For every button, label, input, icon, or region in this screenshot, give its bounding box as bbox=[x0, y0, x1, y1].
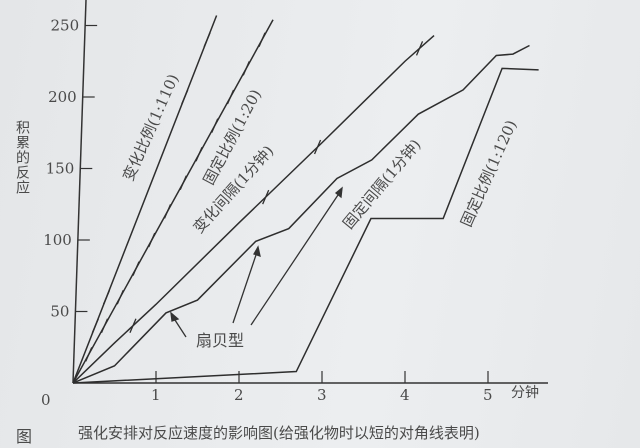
arrow-head bbox=[253, 245, 261, 257]
series-label-fr120: 固定比例(1:120) bbox=[457, 117, 520, 229]
reinforcement-mark bbox=[226, 89, 235, 105]
y-tick-label: 250 bbox=[50, 17, 79, 35]
annotation-scallop: 扇贝型 bbox=[196, 331, 244, 350]
reinforcement-mark bbox=[148, 232, 156, 248]
reinforcement-mark bbox=[163, 204, 172, 219]
x-tick-label: 1 bbox=[151, 386, 161, 404]
reinforcement-mark bbox=[195, 146, 203, 162]
reinforcement-mark bbox=[181, 89, 189, 105]
y-tick-label: 150 bbox=[46, 160, 75, 178]
reinforcement-mark bbox=[91, 318, 99, 334]
y-axis-label: 积累的反应 bbox=[14, 120, 30, 195]
x-tick-label: 5 bbox=[483, 386, 493, 404]
arrow-line bbox=[232, 251, 258, 324]
x-tick-label: 3 bbox=[317, 386, 327, 404]
series-label-vi: 变化间隔(1分钟) bbox=[190, 142, 278, 237]
arrow-line bbox=[250, 191, 341, 326]
series-group bbox=[72, 15, 539, 384]
y-tick-label: 100 bbox=[43, 231, 72, 249]
reinforcement-mark bbox=[129, 318, 137, 334]
reinforcement-mark bbox=[179, 175, 187, 191]
reinforcement-mark bbox=[102, 289, 111, 305]
reinforcement-mark bbox=[100, 318, 109, 334]
arrow-head bbox=[170, 311, 180, 322]
reinforcement-mark bbox=[203, 32, 211, 48]
y-axis bbox=[72, 0, 87, 384]
reinforcement-mark bbox=[313, 139, 322, 155]
reinforcement-mark bbox=[211, 118, 219, 133]
series-line-4 bbox=[72, 67, 539, 384]
y-tick-label: 50 bbox=[50, 303, 69, 321]
reinforcement-mark bbox=[242, 61, 250, 76]
reinforcement-mark bbox=[262, 189, 270, 205]
x-unit-label: 分钟 bbox=[511, 384, 539, 401]
reinforcement-mark bbox=[258, 32, 266, 48]
reinforcement-mark bbox=[415, 41, 424, 56]
scallop-arrows bbox=[170, 186, 343, 338]
x-tick-label: 4 bbox=[400, 386, 410, 404]
series-line-3 bbox=[72, 44, 530, 384]
axes: 1 2 3 4 5 50 100 150 200 250 bbox=[43, 0, 548, 404]
x-tick-label: 2 bbox=[234, 386, 244, 404]
reinforcement-mark bbox=[132, 261, 140, 276]
caption-prefix: 图 bbox=[16, 427, 32, 446]
reinforcement-mark bbox=[116, 289, 124, 305]
y-tick-label: 200 bbox=[48, 88, 77, 106]
arrow-head bbox=[334, 186, 343, 199]
reinforcement-mark bbox=[85, 347, 93, 362]
series-line-2 bbox=[72, 34, 435, 384]
caption: 强化安排对反应速度的影响图(给强化物时以短的对角线表明) bbox=[78, 424, 480, 442]
origin-label: 0 bbox=[41, 391, 51, 409]
series-labels: 变化比例(1:110) 固定比例(1:20) 变化间隔(1分钟) 固定间隔(1分… bbox=[14, 71, 539, 446]
